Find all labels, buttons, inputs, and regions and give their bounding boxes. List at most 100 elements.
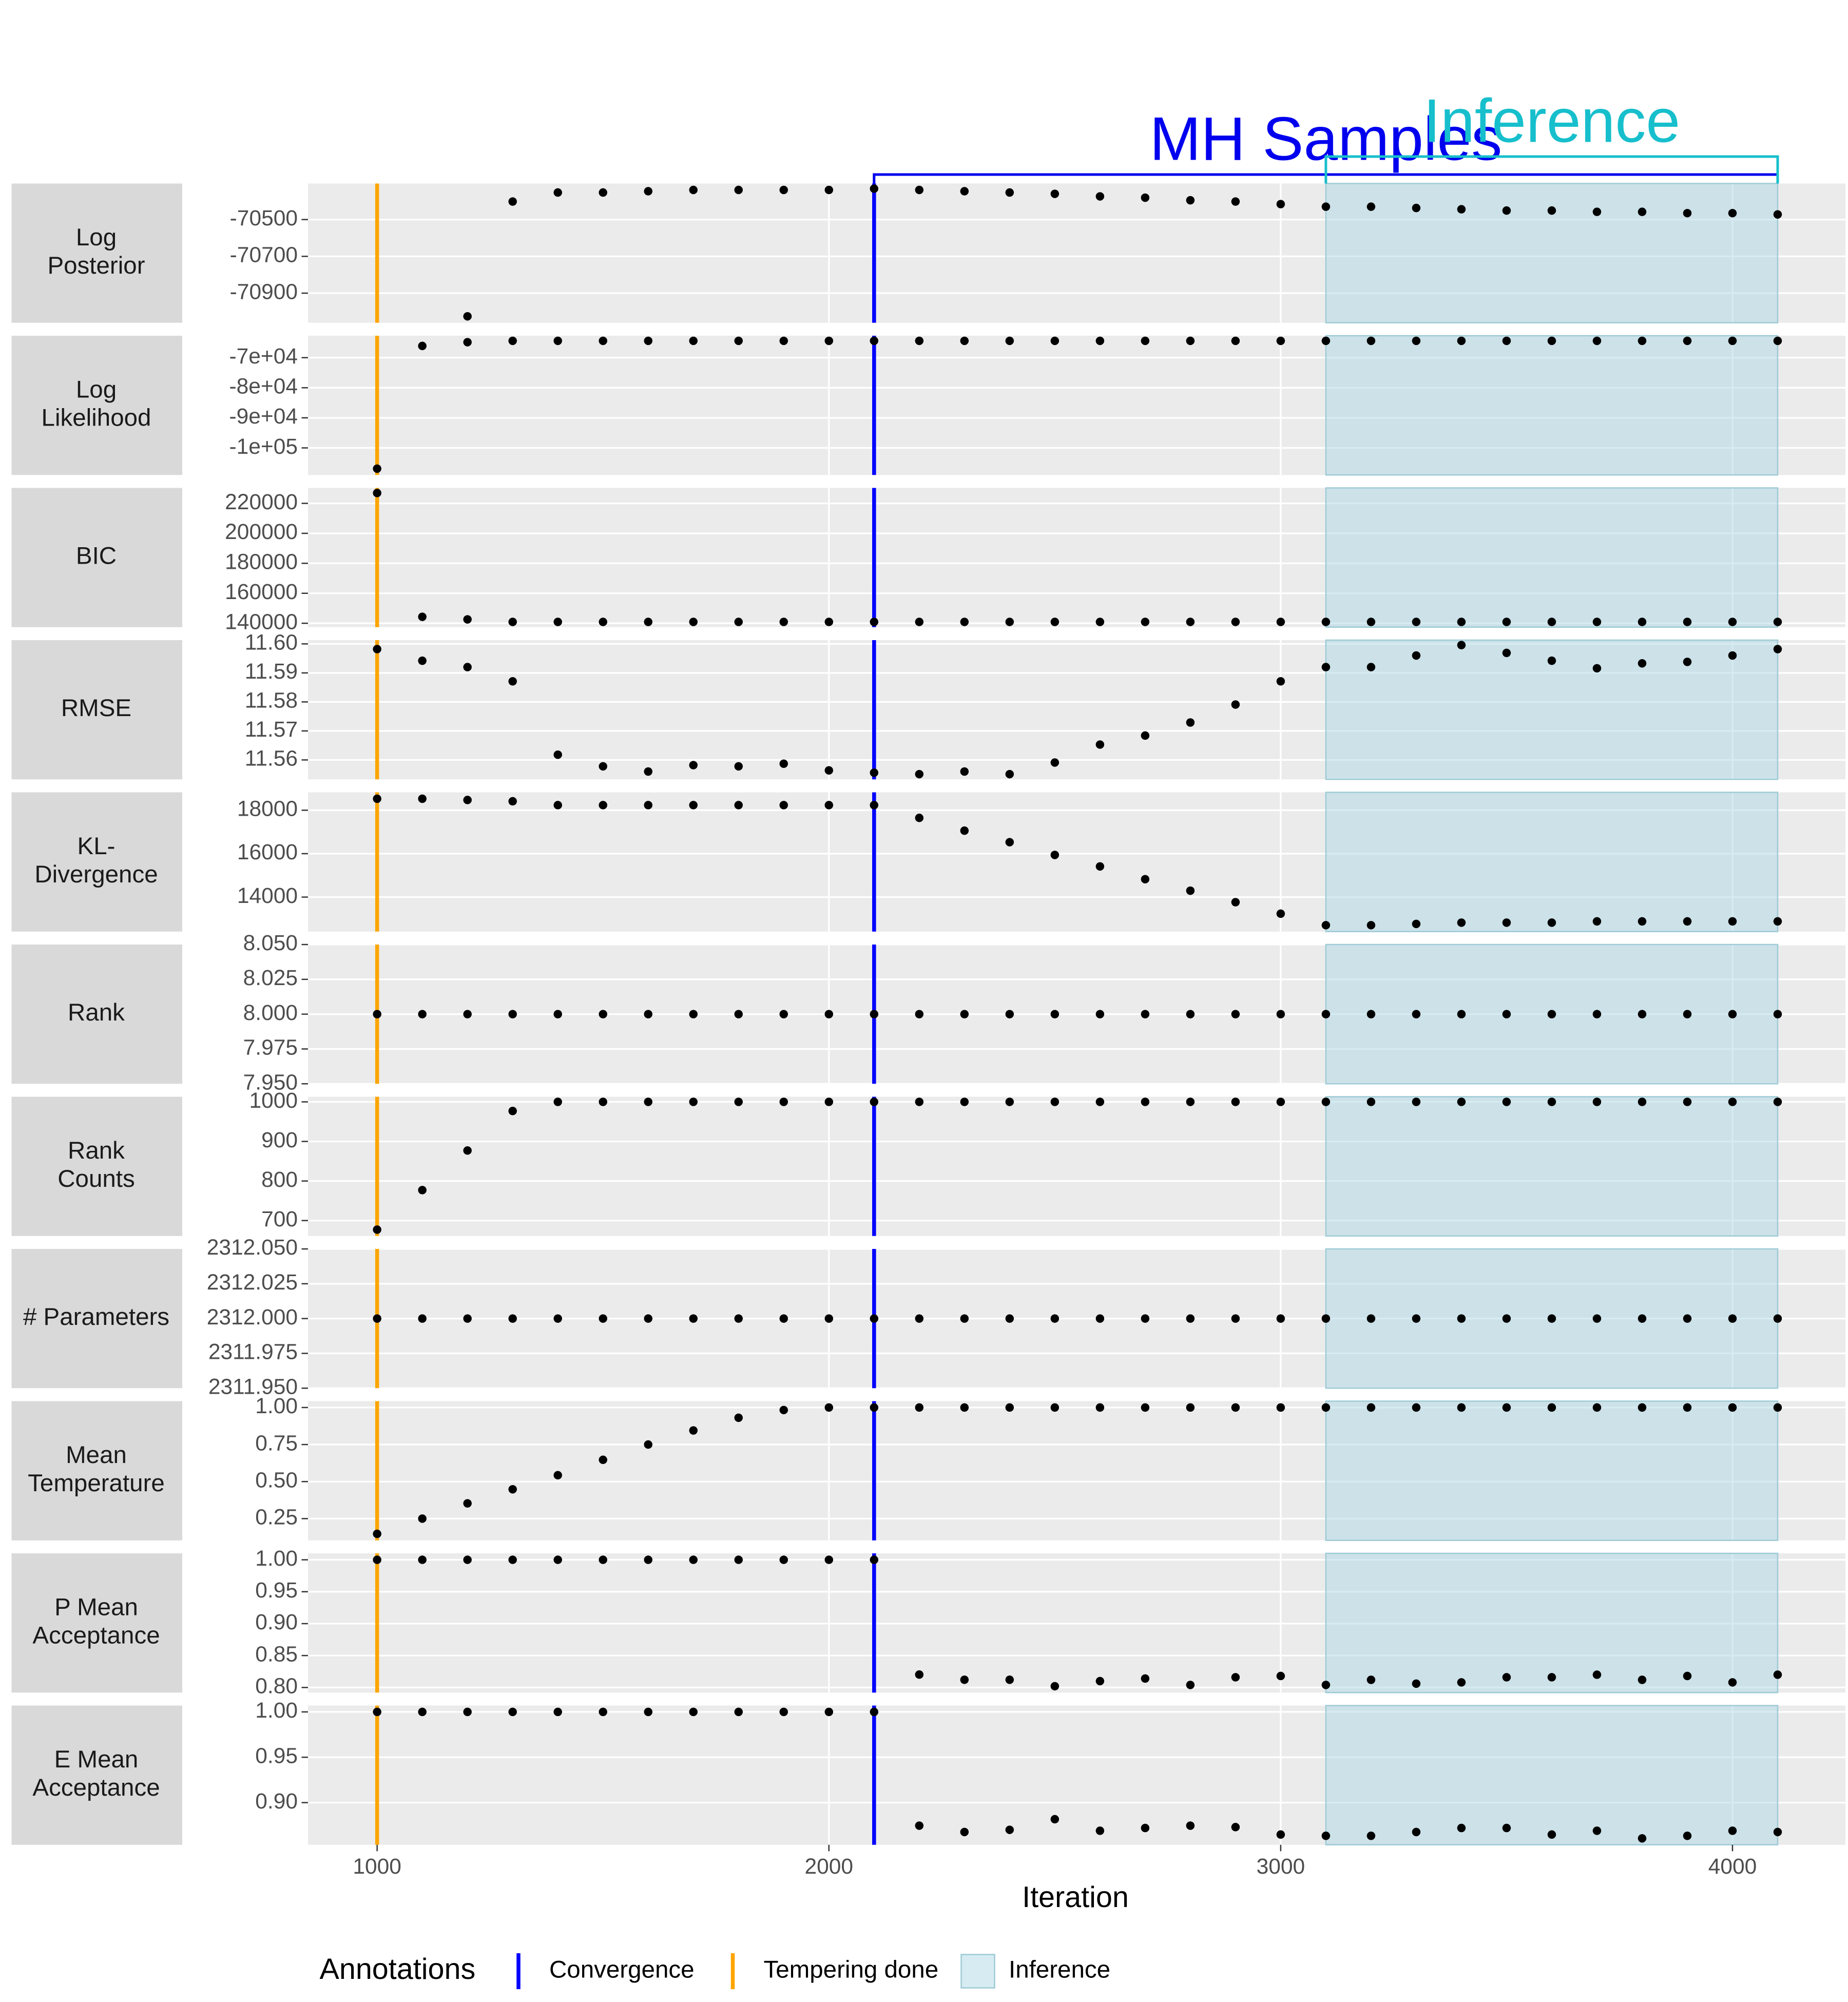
point [1547, 1403, 1556, 1412]
strip-label: Log [76, 376, 117, 403]
strip [11, 1553, 182, 1693]
point [1095, 1677, 1105, 1686]
point [1412, 919, 1421, 929]
point [1547, 1673, 1556, 1682]
point [1095, 1826, 1105, 1835]
point [1186, 1821, 1195, 1830]
point [553, 336, 562, 345]
point [1683, 658, 1692, 666]
point [824, 766, 834, 775]
point [1186, 886, 1195, 895]
point [779, 1707, 788, 1717]
point [1321, 921, 1331, 930]
point [644, 1314, 652, 1323]
point [553, 750, 562, 759]
point [508, 1106, 517, 1115]
y-tick-label: 0.50 [255, 1468, 298, 1492]
point [1141, 193, 1150, 202]
y-tick-label: -8e+04 [229, 375, 298, 399]
point [1005, 1314, 1014, 1323]
point [1547, 336, 1556, 345]
point [1502, 1823, 1511, 1833]
point [1321, 336, 1331, 345]
point [1005, 1825, 1014, 1834]
point [1231, 898, 1240, 907]
point [644, 1707, 652, 1717]
point [1095, 1403, 1105, 1412]
point [1231, 1403, 1240, 1412]
point [1231, 700, 1240, 709]
bracket-label: Inference [1423, 87, 1680, 156]
y-tick-label: -7e+04 [229, 344, 298, 369]
point [1095, 1098, 1105, 1106]
point [599, 618, 607, 626]
point [1005, 618, 1014, 626]
point [553, 1471, 562, 1480]
point [1321, 618, 1331, 626]
point [644, 618, 652, 626]
y-tick-label: 8.000 [243, 1001, 298, 1025]
point [915, 814, 924, 822]
point [599, 1314, 607, 1323]
point [779, 1098, 788, 1106]
point [373, 1707, 381, 1717]
point [1502, 648, 1511, 658]
point [1547, 1010, 1556, 1018]
point [1366, 1010, 1376, 1018]
y-tick-label: 200000 [225, 520, 298, 544]
strip [11, 1401, 182, 1541]
point [418, 1010, 427, 1018]
point [1095, 740, 1105, 749]
point [1095, 192, 1105, 201]
point [1773, 1670, 1782, 1679]
point [1773, 618, 1782, 626]
point [599, 1098, 607, 1106]
strip [11, 1249, 182, 1389]
y-tick-label: 2312.050 [207, 1236, 298, 1260]
point [418, 341, 427, 351]
point [644, 1010, 652, 1018]
point [734, 1010, 743, 1018]
y-tick-label: -1e+05 [229, 435, 298, 459]
point [734, 618, 743, 626]
point [1457, 918, 1466, 927]
point [1502, 618, 1511, 626]
point [915, 1403, 924, 1412]
point [689, 185, 698, 195]
point [915, 1670, 924, 1679]
point [824, 618, 834, 626]
legend-key [960, 1954, 995, 1989]
strip-label: Posterior [47, 252, 145, 279]
point [824, 185, 834, 195]
point [1005, 336, 1014, 345]
point [463, 1010, 472, 1018]
point [1186, 336, 1195, 345]
point [1186, 618, 1195, 626]
point [1005, 1010, 1014, 1018]
point [1728, 1314, 1737, 1323]
point [1457, 618, 1466, 626]
point [1005, 769, 1014, 779]
point [689, 1707, 698, 1717]
point [1231, 197, 1240, 206]
y-tick-label: 11.60 [245, 631, 298, 655]
point [644, 801, 652, 810]
point [1412, 1314, 1421, 1323]
y-tick-label: 220000 [225, 490, 298, 514]
inference-region [1325, 1705, 1779, 1845]
point [373, 1010, 381, 1018]
point [1231, 336, 1240, 345]
strip-label: BIC [76, 543, 117, 570]
point [1276, 200, 1285, 208]
point [1412, 336, 1421, 345]
point [418, 1514, 427, 1523]
point [870, 1403, 879, 1412]
point [553, 1010, 562, 1018]
strip [11, 336, 182, 475]
strip-label: Rank [68, 999, 125, 1026]
y-tick-label: 160000 [225, 580, 298, 604]
point [1728, 917, 1737, 926]
y-tick-label: 1000 [249, 1089, 298, 1113]
point [373, 464, 381, 473]
point [734, 336, 743, 345]
